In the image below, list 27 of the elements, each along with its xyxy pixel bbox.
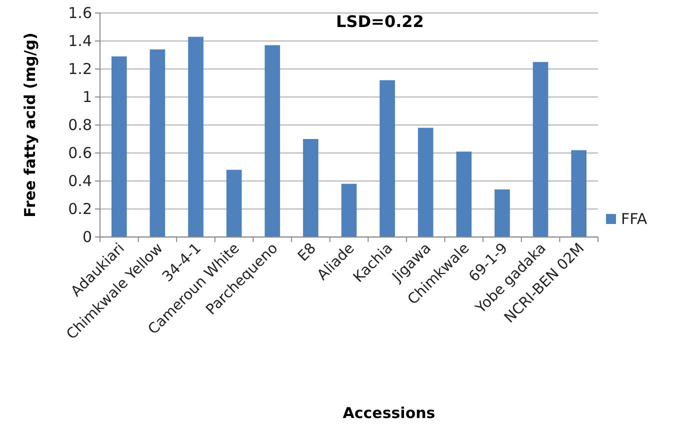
bar bbox=[380, 80, 395, 237]
y-axis-title: Free fatty acid (mg/g) bbox=[21, 32, 39, 218]
bar bbox=[571, 150, 587, 237]
bar bbox=[418, 128, 434, 237]
y-tick-label: 0.2 bbox=[68, 200, 92, 218]
y-tick-label: 1.6 bbox=[68, 4, 92, 22]
x-axis-title: Accessions bbox=[342, 404, 436, 422]
bar bbox=[494, 189, 510, 237]
bar bbox=[532, 62, 548, 237]
annotation: LSD=0.22 bbox=[336, 12, 424, 31]
y-tick-label: 1.4 bbox=[68, 32, 92, 50]
y-tick-label: 0.4 bbox=[68, 172, 92, 190]
bar bbox=[188, 36, 204, 237]
bar bbox=[226, 170, 242, 237]
y-tick-label: 1.2 bbox=[68, 60, 92, 78]
legend-label: FFA bbox=[621, 210, 648, 228]
x-tick-label: E8 bbox=[295, 240, 320, 265]
bar bbox=[111, 56, 127, 237]
y-tick-label: 1 bbox=[82, 88, 92, 106]
y-tick-label: 0.6 bbox=[68, 144, 92, 162]
bar bbox=[264, 45, 280, 237]
bar bbox=[456, 152, 472, 237]
y-tick-label: 0 bbox=[82, 228, 92, 246]
bar bbox=[341, 184, 357, 237]
bar bbox=[150, 49, 166, 237]
bar bbox=[303, 139, 318, 237]
y-tick-label: 0.8 bbox=[68, 116, 92, 134]
